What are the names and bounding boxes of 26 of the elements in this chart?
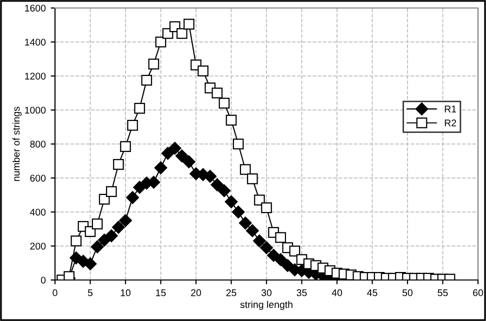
x-tick-label: 60	[473, 289, 484, 296]
x-tick-label: 50	[402, 289, 413, 296]
y-tick-label: 400	[30, 208, 46, 216]
y-axis-title: number of strings	[12, 106, 22, 181]
x-tick-label: 25	[226, 289, 236, 296]
x-tick-label: 55	[438, 289, 448, 296]
y-tick-label: 1600	[25, 4, 46, 12]
y-tick-label: 0	[40, 276, 46, 284]
x-axis-title: string length	[240, 300, 292, 310]
legend-label: R1	[444, 106, 456, 112]
x-tick-label: 30	[261, 289, 272, 296]
x-tick-label: 45	[367, 289, 378, 296]
y-tick-label: 800	[30, 140, 46, 148]
x-tick-label: 35	[296, 289, 307, 296]
x-tick-label: 40	[332, 289, 342, 296]
y-tick-label: 600	[30, 174, 46, 182]
x-tick-label: 5	[88, 289, 93, 296]
x-tick-label: 10	[120, 289, 131, 296]
x-tick-label: 0	[52, 289, 58, 296]
x-tick-label: 15	[156, 289, 166, 296]
y-tick-label: 200	[30, 242, 46, 250]
y-tick-label: 1400	[25, 38, 46, 46]
x-tick-label: 20	[191, 289, 202, 296]
y-tick-label: 1000	[25, 106, 46, 114]
y-tick-label: 1200	[25, 72, 46, 80]
legend-label: R2	[444, 119, 456, 126]
